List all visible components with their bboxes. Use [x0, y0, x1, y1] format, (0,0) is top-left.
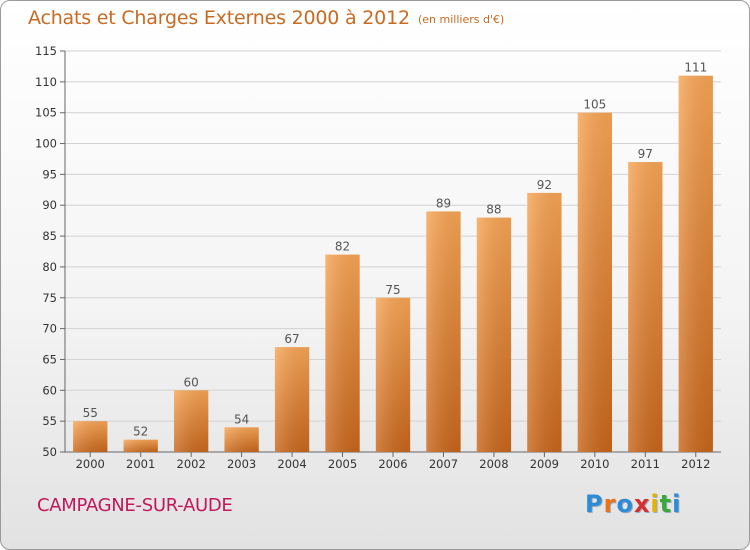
bar-sheen: [527, 192, 562, 452]
logo-letter: t: [659, 490, 673, 518]
bar-layer: [73, 75, 713, 453]
x-tick-label: 2009: [530, 457, 559, 471]
bar-sheen: [375, 297, 411, 452]
y-tick-label: 70: [42, 322, 57, 336]
bar-sheen: [577, 112, 613, 452]
x-tick-label: 2006: [378, 457, 407, 471]
bar-sheen: [325, 254, 360, 452]
value-label: 97: [638, 147, 653, 161]
x-tick-label: 2008: [479, 457, 508, 471]
label-layer: 2000 55 2001 52 2002 60 2003 54 2004 67 2005 82 2006…: [76, 61, 711, 471]
x-tick-label: 2012: [681, 457, 710, 471]
bar-sheen: [678, 75, 713, 452]
logo-letter: i: [672, 490, 682, 518]
bar-sheen: [476, 217, 512, 452]
y-tick-label: 85: [42, 229, 57, 243]
logo-letter: x: [633, 490, 651, 518]
y-tick-label: 90: [42, 198, 57, 212]
logo-letter: o: [616, 490, 634, 518]
bar-sheen: [274, 347, 310, 452]
y-tick-label: 80: [42, 260, 57, 274]
value-label: 89: [436, 196, 451, 210]
bar-sheen: [73, 421, 108, 452]
bar-sheen: [224, 427, 259, 452]
value-label: 75: [385, 283, 400, 297]
bar-sheen: [173, 390, 209, 452]
y-tick-label: 115: [35, 44, 57, 58]
y-tick-label: 110: [35, 75, 57, 89]
value-label: 67: [284, 332, 299, 346]
logo-letter: i: [650, 490, 660, 518]
value-label: 52: [133, 425, 148, 439]
value-label: 111: [684, 61, 707, 75]
y-tick-label: 60: [42, 383, 57, 397]
x-tick-label: 2010: [580, 457, 609, 471]
bar-sheen: [628, 162, 663, 453]
y-tick-label: 50: [42, 445, 57, 459]
value-label: 54: [234, 412, 249, 426]
proxiti-logo: Proxiti: [585, 490, 681, 518]
value-label: 55: [83, 406, 98, 420]
y-tick-label: 105: [35, 106, 57, 120]
value-label: 105: [583, 98, 606, 112]
y-tick-label: 55: [42, 414, 57, 428]
y-tick-label: 100: [35, 137, 57, 151]
x-tick-label: 2003: [227, 457, 256, 471]
value-label: 92: [537, 178, 552, 192]
y-tick-label: 65: [42, 352, 57, 366]
y-tick-label: 95: [42, 167, 57, 181]
value-label: 88: [486, 203, 501, 217]
city-name: CAMPAGNE-SUR-AUDE: [37, 495, 233, 516]
x-tick-label: 2001: [126, 457, 155, 471]
value-label: 60: [184, 375, 199, 389]
x-tick-label: 2004: [277, 457, 306, 471]
bar-sheen: [123, 439, 158, 452]
logo-letter: r: [603, 490, 617, 518]
x-tick-label: 2000: [76, 457, 105, 471]
chart-title: Achats et Charges Externes 2000 à 2012: [28, 7, 410, 29]
x-tick-label: 2005: [328, 457, 357, 471]
logo-letter: P: [585, 490, 604, 518]
x-tick-label: 2007: [429, 457, 458, 471]
y-tick-label: 75: [42, 291, 57, 305]
x-tick-label: 2002: [177, 457, 206, 471]
bar-sheen: [426, 211, 461, 452]
chart-subtitle: (en milliers d'€): [418, 13, 505, 26]
value-label: 82: [335, 240, 350, 254]
x-tick-label: 2011: [631, 457, 660, 471]
